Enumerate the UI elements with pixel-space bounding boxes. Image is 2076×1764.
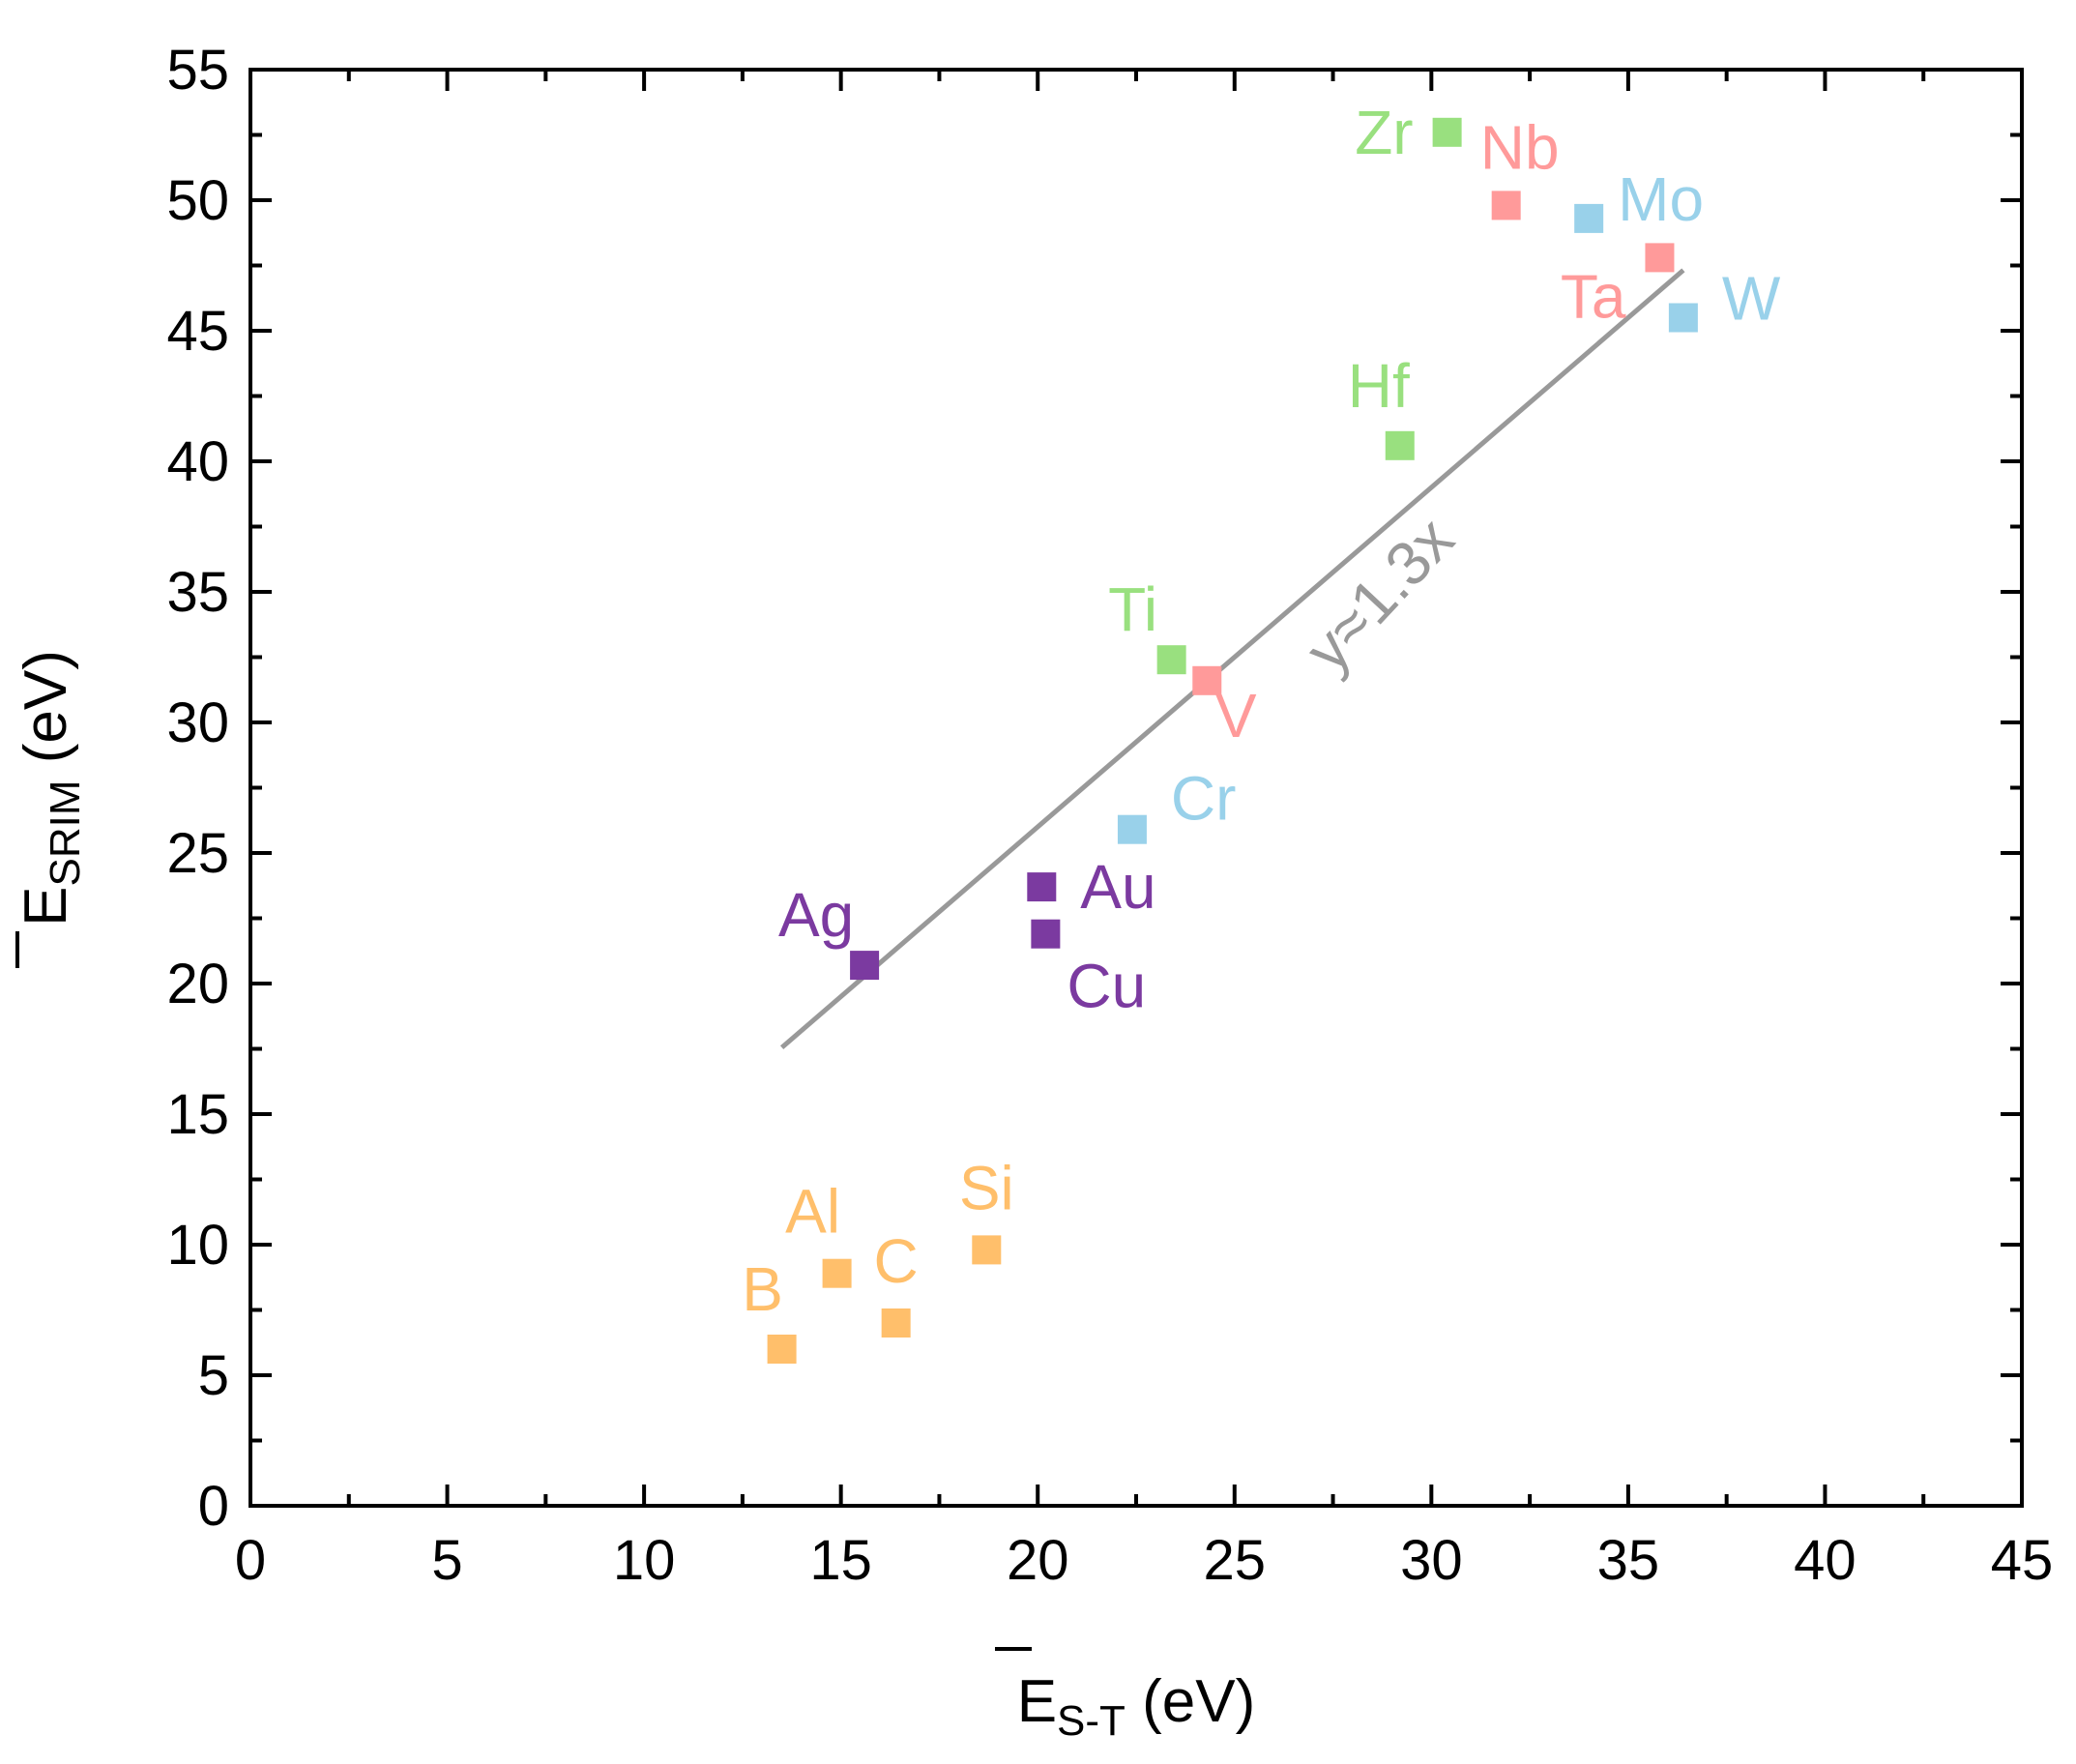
x-tick-label: 45	[1991, 1529, 2054, 1592]
y-tick-label: 30	[166, 691, 229, 754]
label-si: Si	[959, 1153, 1014, 1222]
label-ta: Ta	[1561, 261, 1626, 331]
y-tick-label: 20	[166, 953, 229, 1015]
point-v	[1192, 665, 1222, 695]
y-tick-label: 55	[166, 39, 229, 102]
x-tick-label: 25	[1204, 1529, 1267, 1592]
label-v: V	[1215, 681, 1257, 750]
point-si	[972, 1235, 1002, 1265]
point-ti	[1156, 645, 1186, 675]
y-tick-label: 25	[166, 822, 229, 885]
label-mo: Mo	[1618, 164, 1704, 234]
x-tick-label: 20	[1007, 1529, 1069, 1592]
label-cr: Cr	[1171, 764, 1237, 834]
x-axis-title: ES-T (eV)	[1017, 1668, 1256, 1745]
point-au	[1027, 872, 1057, 902]
y-tick-label: 0	[198, 1475, 229, 1538]
point-cu	[1031, 919, 1061, 949]
label-c: C	[874, 1226, 919, 1296]
point-al	[822, 1258, 852, 1288]
point-w	[1668, 303, 1698, 333]
x-tick-label: 10	[613, 1529, 676, 1592]
label-cu: Cu	[1067, 952, 1146, 1021]
label-b: B	[742, 1254, 783, 1324]
label-zr: Zr	[1355, 98, 1413, 167]
x-tick-label: 35	[1597, 1529, 1660, 1592]
data-points: BAl C Si Ag Au Cu Ti Hf Zr V Nb Ta Cr Mo W	[742, 98, 1781, 1364]
plot-frame	[249, 68, 2024, 1508]
point-hf	[1385, 430, 1415, 460]
y-tick-label: 45	[166, 300, 229, 363]
label-hf: Hf	[1348, 351, 1410, 421]
x-tick-label: 15	[809, 1529, 872, 1592]
x-tick-label: 5	[431, 1529, 462, 1592]
point-c	[881, 1308, 911, 1338]
point-mo	[1574, 203, 1604, 233]
label-ag: Ag	[778, 880, 854, 950]
label-nb: Nb	[1480, 112, 1560, 182]
label-ti: Ti	[1108, 574, 1157, 644]
point-cr	[1117, 814, 1147, 844]
y-axis-title: ESRIM (eV)	[13, 650, 89, 926]
fit-line	[779, 268, 1685, 1050]
label-al: Al	[785, 1177, 840, 1247]
point-ta	[1645, 243, 1675, 273]
fit-layer: y≈1.3x	[779, 268, 1685, 1050]
point-zr	[1432, 117, 1462, 147]
x-tick-label: 30	[1400, 1529, 1463, 1592]
y-tick-label: 5	[198, 1344, 229, 1407]
y-tick-label: 15	[166, 1083, 229, 1146]
y-tick-label: 40	[166, 430, 229, 493]
y-tick-label: 35	[166, 561, 229, 624]
y-tick-label: 50	[166, 169, 229, 232]
point-ag	[850, 951, 880, 981]
x-tick-label: 0	[235, 1529, 266, 1592]
x-tick-label: 40	[1794, 1529, 1857, 1592]
label-w: W	[1722, 264, 1781, 334]
axis-ticks: 0 5 10 15 20 25 30 35 40 45 0 5 10 15 20 25 30 35 40 45 50 55	[166, 39, 2053, 1592]
point-b	[767, 1335, 797, 1364]
y-tick-label: 10	[166, 1214, 229, 1277]
point-nb	[1491, 191, 1521, 220]
label-au: Au	[1080, 852, 1155, 922]
